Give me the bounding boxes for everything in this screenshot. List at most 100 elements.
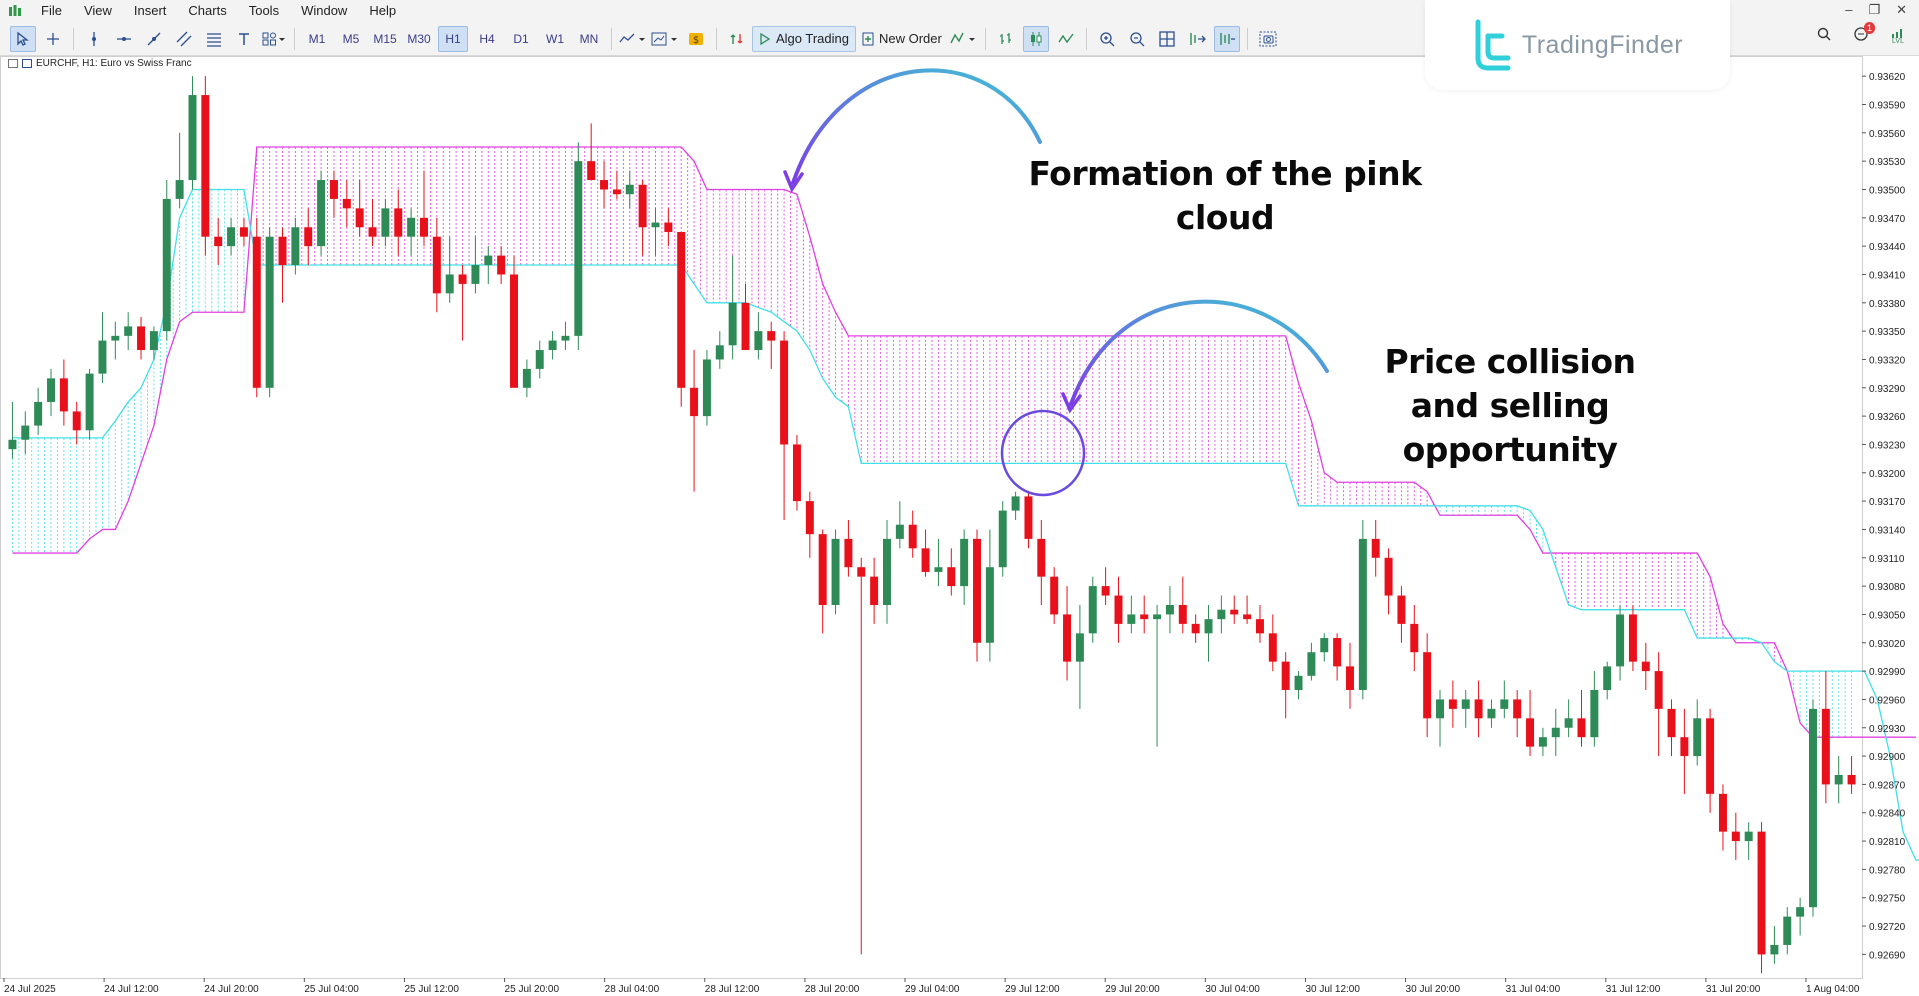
x-axis-label: 24 Jul 12:00 bbox=[104, 984, 159, 995]
bearish-candle bbox=[137, 326, 146, 351]
trendline-tool-icon[interactable] bbox=[141, 26, 167, 52]
market-icon[interactable]: $ bbox=[683, 26, 709, 52]
bearish-candle bbox=[1191, 623, 1200, 634]
bearish-candle bbox=[1757, 831, 1766, 955]
y-axis-label: 0.93590 bbox=[1869, 100, 1906, 111]
bearish-candle bbox=[394, 208, 403, 237]
text-tool-icon[interactable] bbox=[231, 26, 257, 52]
y-axis-label: 0.93050 bbox=[1869, 610, 1906, 621]
bearish-candle bbox=[252, 236, 261, 388]
collision-highlight-circle bbox=[1000, 409, 1086, 497]
bullish-candle bbox=[1564, 718, 1573, 728]
bullish-candle bbox=[1693, 718, 1702, 757]
bullish-candle bbox=[651, 222, 660, 228]
menu-tools[interactable]: Tools bbox=[248, 3, 280, 18]
channel-tool-icon[interactable] bbox=[171, 26, 197, 52]
timeframe-m1[interactable]: M1 bbox=[308, 31, 326, 46]
timeframe-w1[interactable]: W1 bbox=[546, 31, 564, 46]
bearish-candle bbox=[419, 217, 428, 237]
line-chart-icon[interactable] bbox=[1053, 26, 1079, 52]
timeframe-mn[interactable]: MN bbox=[579, 31, 599, 46]
screenshot-icon[interactable] bbox=[1255, 26, 1281, 52]
bullish-candle bbox=[960, 538, 969, 587]
one-click-trading-icon[interactable] bbox=[724, 26, 750, 52]
bearish-candle bbox=[1706, 718, 1715, 794]
bearish-candle bbox=[677, 231, 686, 388]
bearish-candle bbox=[72, 411, 81, 431]
restore-button[interactable]: ❐ bbox=[1868, 2, 1881, 17]
notifications-icon[interactable]: 1 bbox=[1853, 22, 1875, 47]
templates-icon[interactable] bbox=[651, 26, 679, 52]
x-axis-label: 1 Aug 04:00 bbox=[1806, 984, 1860, 995]
y-axis-label: 0.93440 bbox=[1869, 242, 1906, 253]
shapes-tool-icon[interactable] bbox=[261, 26, 287, 52]
bearish-candle bbox=[844, 538, 853, 568]
timeframe-d1[interactable]: D1 bbox=[513, 31, 529, 46]
bearish-candle bbox=[1281, 661, 1290, 690]
bearish-candle bbox=[1140, 614, 1149, 620]
menu-insert[interactable]: Insert bbox=[133, 3, 167, 18]
cursor-tool-icon[interactable] bbox=[10, 25, 36, 52]
bullish-candle bbox=[1590, 689, 1599, 738]
bullish-candle bbox=[445, 274, 454, 294]
bearish-candle bbox=[690, 387, 699, 417]
toolbar-right-group: 1 LVL bbox=[1817, 22, 1905, 47]
new-order-button[interactable]: New Order bbox=[856, 26, 948, 52]
crosshair-tool-icon[interactable] bbox=[40, 26, 66, 52]
horizontal-line-tool-icon[interactable] bbox=[111, 26, 137, 52]
x-axis-label: 25 Jul 20:00 bbox=[505, 984, 560, 995]
algo-trading-button[interactable]: Algo Trading bbox=[752, 25, 856, 52]
fibonacci-tool-icon[interactable] bbox=[201, 26, 227, 52]
signal-level-icon[interactable]: LVL bbox=[1891, 28, 1905, 46]
y-axis-label: 0.93110 bbox=[1869, 554, 1905, 565]
bullish-candle bbox=[1294, 675, 1303, 690]
bar-chart-icon[interactable] bbox=[993, 26, 1019, 52]
menu-file[interactable]: File bbox=[41, 3, 62, 18]
bullish-candle bbox=[1551, 727, 1560, 738]
bearish-candle bbox=[355, 208, 364, 228]
chart-area[interactable]: 0.93620 0.93590 0.93560 0.93530 0.93500 0.934… bbox=[0, 56, 1919, 996]
y-axis-label: 0.92720 bbox=[1869, 922, 1906, 933]
bullish-candle bbox=[47, 378, 56, 402]
bullish-candle bbox=[1783, 916, 1792, 945]
bullish-candle bbox=[34, 401, 43, 426]
new-order-label: New Order bbox=[879, 31, 942, 46]
timeframe-h1[interactable]: H1 bbox=[438, 25, 468, 52]
timeframe-m5[interactable]: M5 bbox=[342, 31, 360, 46]
timeframe-h4[interactable]: H4 bbox=[479, 31, 495, 46]
zoom-out-icon[interactable] bbox=[1124, 26, 1150, 52]
y-axis-label: 0.93290 bbox=[1869, 384, 1906, 395]
search-icon[interactable] bbox=[1817, 27, 1831, 46]
timeframe-m30[interactable]: M30 bbox=[407, 31, 431, 46]
metatrader-app-icon bbox=[8, 4, 22, 18]
auto-scroll-icon[interactable] bbox=[1184, 26, 1210, 52]
price-chart[interactable]: 0.93620 0.93590 0.93560 0.93530 0.93500 0.934… bbox=[0, 56, 1919, 996]
bullish-candle bbox=[1011, 496, 1020, 511]
menu-view[interactable]: View bbox=[83, 3, 112, 18]
menu-help[interactable]: Help bbox=[369, 3, 397, 18]
chart-shift-icon[interactable] bbox=[1213, 25, 1240, 52]
bearish-candle bbox=[368, 227, 377, 237]
indicators-icon[interactable] bbox=[619, 26, 647, 52]
bearish-candle bbox=[1410, 623, 1419, 653]
menu-charts[interactable]: Charts bbox=[188, 3, 227, 18]
vertical-line-tool-icon[interactable] bbox=[81, 26, 107, 52]
candlestick-chart-icon[interactable] bbox=[1022, 25, 1049, 52]
bearish-candle bbox=[1513, 699, 1522, 719]
bearish-candle bbox=[1641, 661, 1650, 672]
bullish-candle bbox=[625, 184, 634, 195]
bearish-candle bbox=[1268, 633, 1277, 662]
zoom-in-icon[interactable] bbox=[1094, 26, 1120, 52]
bearish-candle bbox=[870, 576, 879, 605]
timeframe-m15[interactable]: M15 bbox=[373, 31, 397, 46]
bullish-candle bbox=[1744, 831, 1753, 842]
signals-icon[interactable] bbox=[950, 26, 978, 52]
menu-window[interactable]: Window bbox=[301, 3, 348, 18]
bullish-candle bbox=[1075, 633, 1084, 662]
tile-windows-icon[interactable] bbox=[1154, 26, 1180, 52]
minimize-button[interactable]: – bbox=[1845, 2, 1853, 17]
y-axis-label: 0.93530 bbox=[1869, 157, 1906, 168]
close-button[interactable]: ✕ bbox=[1896, 2, 1907, 17]
x-axis-label: 31 Jul 04:00 bbox=[1506, 984, 1561, 995]
x-axis-label: 30 Jul 20:00 bbox=[1406, 984, 1461, 995]
